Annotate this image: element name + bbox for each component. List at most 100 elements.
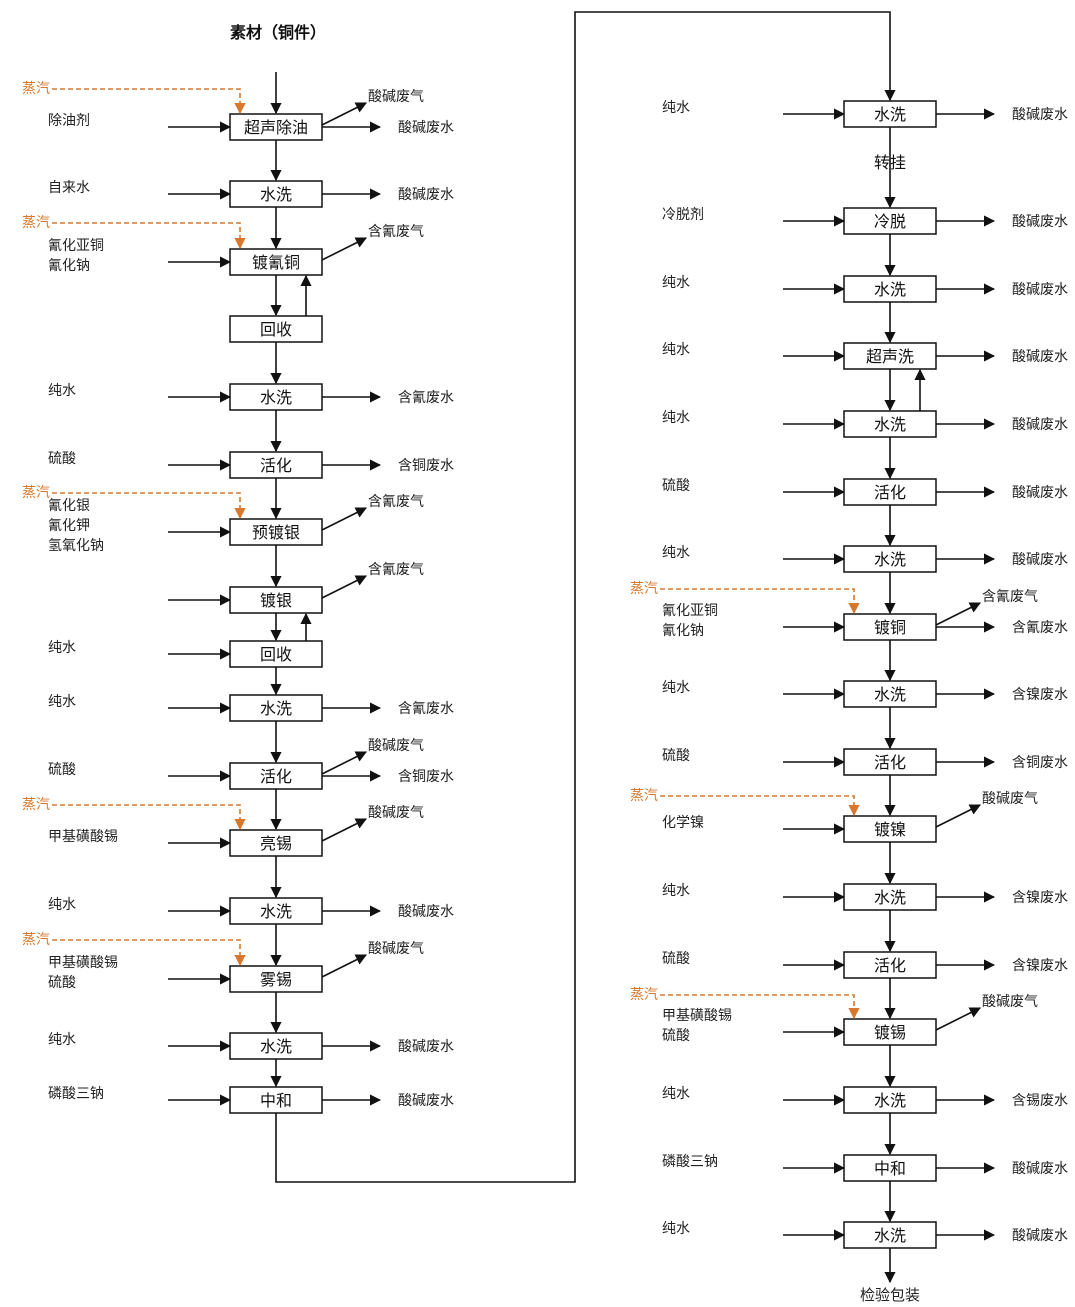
left-step: 镀银 含氰废气: [168, 562, 424, 614]
process-box: [843, 613, 937, 641]
input-label: 硫酸: [48, 975, 76, 991]
input-label: 冷脱剂: [662, 207, 704, 223]
gas-arrow: [321, 102, 368, 126]
process-label: 活化: [260, 767, 292, 786]
input-label: 纯水: [662, 545, 690, 561]
process-label: 镀锡: [874, 1023, 906, 1042]
right-step: 镀镍 化学镍 酸碱废气 蒸汽: [630, 788, 1038, 843]
input-label: 纯水: [662, 1086, 690, 1102]
process-label: 水洗: [260, 1037, 292, 1056]
process-label: 超声洗: [866, 347, 914, 366]
gas-arrow: [321, 751, 368, 775]
left-step: 水洗 纯水 酸碱废水: [48, 1032, 454, 1060]
process-label: 水洗: [260, 902, 292, 921]
end-label: 检验包装: [860, 1286, 920, 1304]
process-label: 水洗: [260, 185, 292, 204]
connector-lines: [270, 11, 926, 1284]
input-label: 氰化银: [48, 498, 90, 514]
process-box: [229, 383, 323, 411]
gas-arrow: [321, 507, 368, 531]
output-label: 酸碱废水: [1012, 214, 1068, 230]
process-box: [229, 113, 323, 141]
steam-label: 蒸汽: [630, 581, 658, 597]
process-box: [843, 1154, 937, 1182]
right-step: 活化 硫酸 酸碱废水: [662, 478, 1068, 506]
left-step: 亮锡 甲基磺酸锡 酸碱废气 蒸汽: [22, 797, 424, 857]
process-box: [229, 829, 323, 857]
steam-label: 蒸汽: [22, 797, 50, 813]
process-label: 水洗: [260, 699, 292, 718]
input-label: 纯水: [48, 640, 76, 656]
input-label: 纯水: [48, 383, 76, 399]
left-step: 水洗 纯水 含氰废水: [48, 383, 454, 411]
output-label: 酸碱废气: [368, 738, 424, 754]
input-label: 硫酸: [48, 451, 76, 467]
input-label: 自来水: [48, 180, 90, 196]
process-label: 镀银: [260, 591, 292, 610]
steam-label: 蒸汽: [22, 81, 50, 97]
right-step: 水洗 纯水 含镍废水: [662, 680, 1068, 708]
process-box: [229, 1032, 323, 1060]
input-label: 甲基磺酸锡: [48, 954, 118, 971]
output-label: 酸碱废水: [398, 187, 454, 203]
output-label: 酸碱废水: [1012, 485, 1068, 501]
steam-line: [52, 88, 246, 115]
process-label: 镀氰铜: [252, 253, 300, 272]
process-label: 回收: [260, 320, 292, 339]
right-step: 水洗 纯水 酸碱废水: [662, 275, 1068, 303]
diagram-title: 素材（铜件）: [230, 23, 326, 42]
steam-label: 蒸汽: [22, 932, 50, 948]
process-label: 水洗: [874, 550, 906, 569]
steam-label: 蒸汽: [22, 215, 50, 231]
right-step: 水洗 纯水 酸碱废水: [662, 410, 1068, 438]
left-step: 水洗 纯水 含氰废水: [48, 694, 454, 722]
input-label: 氰化亚铜: [48, 238, 104, 254]
left-step: 回收: [229, 315, 323, 343]
input-label: 纯水: [48, 694, 76, 710]
process-label: 活化: [874, 483, 906, 502]
gas-arrow: [935, 1007, 982, 1031]
output-label: 酸碱废水: [398, 904, 454, 920]
process-label: 水洗: [874, 685, 906, 704]
output-label: 含氰废气: [368, 562, 424, 578]
left-step: 活化 硫酸 含铜废水: [48, 451, 454, 479]
process-box: [843, 951, 937, 979]
process-label: 活化: [260, 456, 292, 475]
output-label: 酸碱废水: [1012, 282, 1068, 298]
input-label: 纯水: [662, 1221, 690, 1237]
process-label: 冷脱: [874, 212, 906, 231]
input-label: 氰化钾: [48, 518, 90, 534]
process-label: 超声除油: [244, 118, 308, 137]
input-label: 纯水: [662, 342, 690, 358]
output-label: 酸碱废水: [398, 1039, 454, 1055]
input-label: 氰化亚铜: [662, 603, 718, 619]
input-label: 除油剂: [48, 113, 90, 129]
left-step: 水洗 纯水 酸碱废水: [48, 897, 454, 925]
transfer-connector: [275, 11, 896, 1183]
right-step: 冷脱 冷脱剂 酸碱废水: [662, 207, 1068, 235]
gas-arrow: [321, 237, 368, 261]
input-label: 氰化钠: [662, 623, 704, 639]
output-label: 酸碱废水: [1012, 417, 1068, 433]
left-step: 回收 纯水: [48, 640, 323, 668]
output-label: 含氰废气: [982, 589, 1038, 605]
output-label: 含铜废水: [398, 769, 454, 785]
output-label: 含镍废水: [1012, 687, 1068, 703]
output-label: 含氰废水: [398, 701, 454, 717]
input-label: 纯水: [662, 100, 690, 116]
process-box: [843, 342, 937, 370]
process-label: 水洗: [874, 105, 906, 124]
input-label: 化学镍: [662, 815, 704, 831]
input-label: 磷酸三钠: [662, 1154, 718, 1170]
output-label: 酸碱废水: [1012, 1161, 1068, 1177]
output-label: 含镍废水: [1012, 890, 1068, 906]
gas-arrow: [321, 954, 368, 978]
